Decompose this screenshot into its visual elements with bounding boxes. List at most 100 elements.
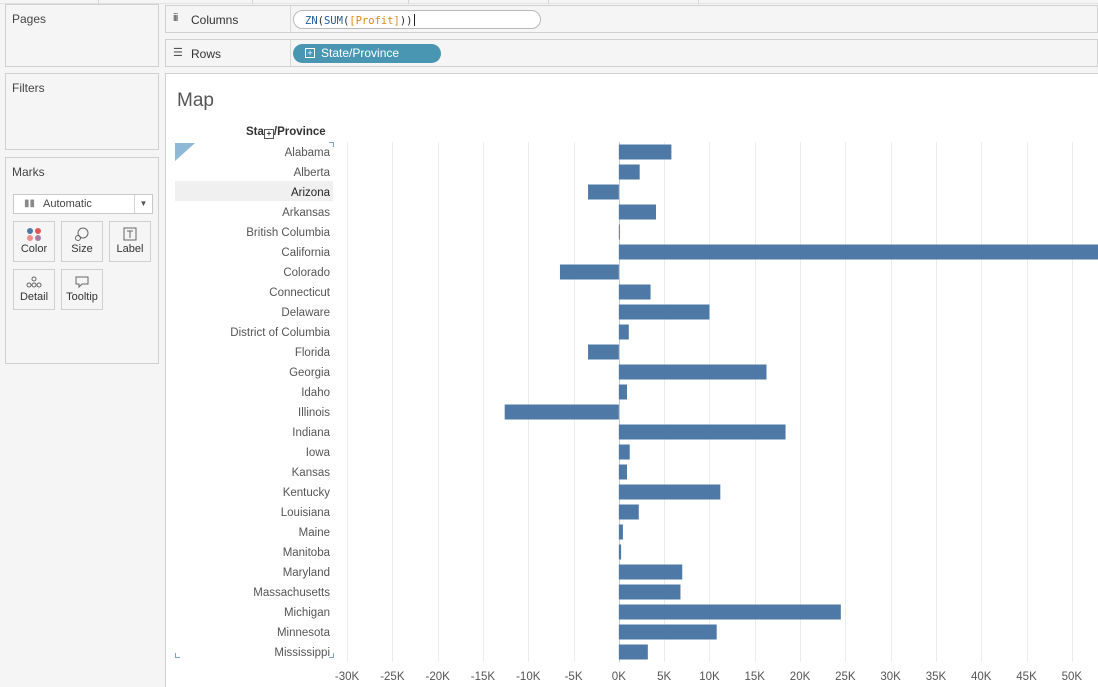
chevron-down-icon[interactable]: ▼ xyxy=(134,195,152,213)
bracket-bottom-right xyxy=(329,653,334,658)
bar xyxy=(618,284,651,300)
columns-icon: iii xyxy=(173,12,178,24)
row-label: Georgia xyxy=(289,367,331,379)
x-tick-label: -20K xyxy=(426,671,451,683)
bracket-top-right xyxy=(329,142,334,147)
detail-label: Detail xyxy=(19,291,49,303)
rows-icon: ☰ xyxy=(173,47,183,59)
bar xyxy=(618,204,656,220)
bar xyxy=(618,424,786,440)
row-header[interactable]: Sta +/Province xyxy=(246,126,326,139)
row-label: Connecticut xyxy=(269,287,331,299)
row-label: Manitoba xyxy=(283,547,331,559)
bar xyxy=(618,164,640,180)
row-label: Idaho xyxy=(301,387,330,399)
row-header-end: /Province xyxy=(273,126,326,138)
row-header-start: Sta xyxy=(246,126,264,138)
bar xyxy=(618,244,1098,260)
row-label: Arizona xyxy=(291,187,331,199)
calc-paren-1: ( xyxy=(317,15,324,27)
row-label: Delaware xyxy=(281,307,330,319)
text-cursor xyxy=(413,14,415,26)
bar xyxy=(618,324,629,340)
tooltip-button[interactable]: Tooltip xyxy=(61,269,103,310)
filters-card[interactable]: Filters xyxy=(5,73,159,150)
x-tick-label: -30K xyxy=(335,671,360,683)
pages-card[interactable]: Pages xyxy=(5,4,159,67)
row-label: Indiana xyxy=(292,427,330,439)
detail-icon xyxy=(14,270,54,291)
mark-type-label: Automatic xyxy=(43,198,92,210)
bar xyxy=(618,224,620,240)
bracket-bottom-left xyxy=(175,653,180,658)
label-label: Label xyxy=(116,243,144,255)
highlighted-row-bg xyxy=(175,181,333,201)
x-tick-label: 15K xyxy=(745,671,766,683)
bar-chart-icon: ▮▮ xyxy=(24,198,36,209)
bar xyxy=(618,504,639,520)
x-tick-label: 10K xyxy=(699,671,720,683)
bar xyxy=(618,484,721,500)
rows-label: Rows xyxy=(191,47,222,61)
row-label: Alabama xyxy=(285,147,331,159)
rows-pill-label: State/Province xyxy=(321,46,400,60)
x-tick-label: -10K xyxy=(516,671,541,683)
x-tick-label: 0K xyxy=(612,671,626,683)
bar xyxy=(618,144,672,160)
bar xyxy=(618,464,627,480)
columns-label: Columns xyxy=(191,13,239,27)
row-label: Michigan xyxy=(284,607,330,619)
expand-icon[interactable]: + xyxy=(263,129,274,139)
pages-title: Pages xyxy=(12,12,47,26)
size-icon xyxy=(62,222,102,243)
filters-title: Filters xyxy=(12,81,45,95)
row-label: Iowa xyxy=(306,447,331,459)
row-label: Maine xyxy=(299,527,330,539)
x-tick-label: -25K xyxy=(380,671,405,683)
bar xyxy=(618,644,648,660)
bar xyxy=(504,404,619,420)
row-label: Colorado xyxy=(283,267,330,279)
bar xyxy=(618,384,627,400)
label-button[interactable]: Label xyxy=(109,221,151,262)
row-label: Kentucky xyxy=(283,487,331,499)
x-tick-label: 5K xyxy=(657,671,671,683)
color-button[interactable]: Color xyxy=(13,221,55,262)
tooltip-label: Tooltip xyxy=(66,291,98,303)
columns-shelf[interactable]: iii Columns ZN(SUM([Profit])) xyxy=(165,5,1098,33)
bar xyxy=(588,184,619,200)
row-label: Maryland xyxy=(283,567,330,579)
bar xyxy=(618,304,710,320)
calc-paren-2: ( xyxy=(342,15,350,27)
detail-button[interactable]: Detail xyxy=(13,269,55,310)
row-label: California xyxy=(281,247,330,259)
x-tick-label: -15K xyxy=(471,671,496,683)
marks-title: Marks xyxy=(12,165,45,179)
marks-card: Marks ▮▮ Automatic ▼ Color Size Label xyxy=(5,157,159,364)
mark-type-dropdown[interactable]: ▮▮ Automatic ▼ xyxy=(13,194,153,214)
row-label: Massachusetts xyxy=(253,587,330,599)
row-label: Mississippi xyxy=(274,647,330,659)
x-tick-label: -5K xyxy=(565,671,583,683)
calc-field-profit: [Profit] xyxy=(349,15,400,27)
bar xyxy=(618,584,681,600)
view-pane: Map Sta +/Province Alabama Alberta Arizona A… xyxy=(165,73,1098,687)
row-label: Kansas xyxy=(292,467,331,479)
bar xyxy=(618,604,841,620)
rows-shelf-header: ☰ Rows xyxy=(166,40,291,66)
row-label: Florida xyxy=(295,347,331,359)
row-label: Arkansas xyxy=(282,207,330,219)
rows-shelf[interactable]: ☰ Rows + State/Province xyxy=(165,39,1098,67)
x-tick-label: 35K xyxy=(926,671,947,683)
size-button[interactable]: Size xyxy=(61,221,103,262)
row-label: District of Columbia xyxy=(230,327,330,339)
bar xyxy=(618,364,767,380)
columns-shelf-header: iii Columns xyxy=(166,6,291,32)
expand-icon[interactable]: + xyxy=(305,48,315,58)
rows-dimension-pill[interactable]: + State/Province xyxy=(293,44,441,63)
bar-chart: Alabama Alberta Arizona Arkansas British Col… xyxy=(230,142,1098,683)
bar xyxy=(618,564,683,580)
corner-marker xyxy=(175,143,195,161)
columns-calc-pill[interactable]: ZN(SUM([Profit])) xyxy=(293,10,541,29)
